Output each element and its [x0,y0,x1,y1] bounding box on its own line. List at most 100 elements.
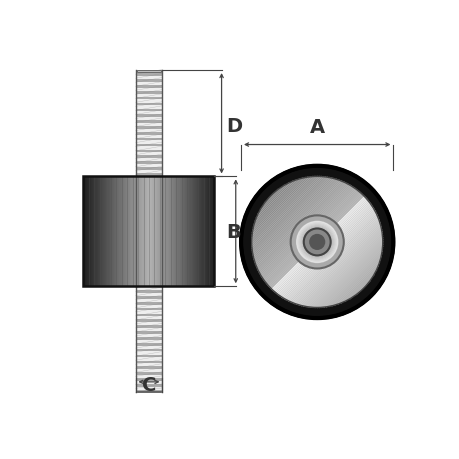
Bar [135,328,162,331]
Bar [135,320,162,322]
Bar [135,252,162,256]
Bar [135,203,162,206]
Bar [156,177,157,286]
Bar [135,100,162,103]
Bar [135,246,162,250]
Bar [210,177,211,286]
Bar [135,305,162,308]
Bar [177,177,178,286]
Bar [135,80,162,83]
Bar [150,177,151,286]
Bar [135,118,162,121]
Bar [157,177,158,286]
Bar [90,177,91,286]
Bar [135,337,162,340]
Bar [135,174,162,176]
Circle shape [241,167,392,319]
Text: D: D [225,116,241,135]
Bar [88,177,89,286]
Bar [181,177,182,286]
Bar [135,331,162,334]
Bar [137,391,161,392]
Bar [135,317,162,320]
Bar [135,145,162,147]
Bar [134,177,135,286]
Circle shape [251,177,382,308]
Bar [202,177,203,286]
Bar [135,86,162,89]
Bar [135,261,162,264]
Bar [163,177,164,286]
Bar [135,214,162,217]
Bar [160,177,161,286]
Bar [180,177,181,286]
Bar [213,177,214,286]
Bar [193,177,195,286]
Bar [127,177,128,286]
Bar [137,177,138,286]
Bar [161,177,162,286]
Bar [113,177,114,286]
Circle shape [290,216,343,269]
Bar [135,77,162,80]
Bar [99,177,100,286]
Bar [179,177,180,286]
Bar [135,206,162,209]
Bar [170,177,172,286]
Bar [135,297,162,299]
Bar [135,98,162,100]
Bar [135,197,162,200]
Bar [135,133,162,135]
Text: C: C [141,375,156,394]
Bar [184,177,185,286]
Bar [102,177,103,286]
Bar [135,147,162,150]
Bar [135,112,162,115]
Bar [135,109,162,112]
Bar [144,177,146,286]
Bar [212,177,213,286]
Bar [135,123,162,127]
Bar [182,177,184,286]
Bar [131,177,132,286]
Bar [195,177,196,286]
Bar [135,127,162,129]
Bar [196,177,198,286]
Bar [143,177,144,286]
Bar [174,177,175,286]
Bar [135,387,162,390]
Bar [135,369,162,372]
Circle shape [303,229,330,256]
Bar [146,177,147,286]
Bar [135,293,162,297]
Bar [158,177,160,286]
Bar [135,358,162,361]
Bar [135,185,162,188]
Bar [84,177,85,286]
Bar [135,177,137,286]
Bar [135,89,162,92]
Bar [135,281,162,285]
Bar [176,177,177,286]
Bar [154,177,155,286]
Bar [153,177,154,286]
Bar [108,177,109,286]
Bar [135,83,162,86]
Bar [105,177,106,286]
Bar [111,177,112,286]
Bar [135,74,162,77]
Bar [199,177,200,286]
Bar [135,375,162,378]
Bar [135,191,162,194]
Bar [135,287,162,291]
Bar [135,200,162,203]
Bar [135,106,162,109]
Bar [152,177,153,286]
Bar [121,177,123,286]
Bar [135,121,162,123]
Bar [117,177,118,286]
Bar [135,170,162,174]
Bar [135,223,162,226]
Bar [135,334,162,337]
Bar [137,71,161,73]
